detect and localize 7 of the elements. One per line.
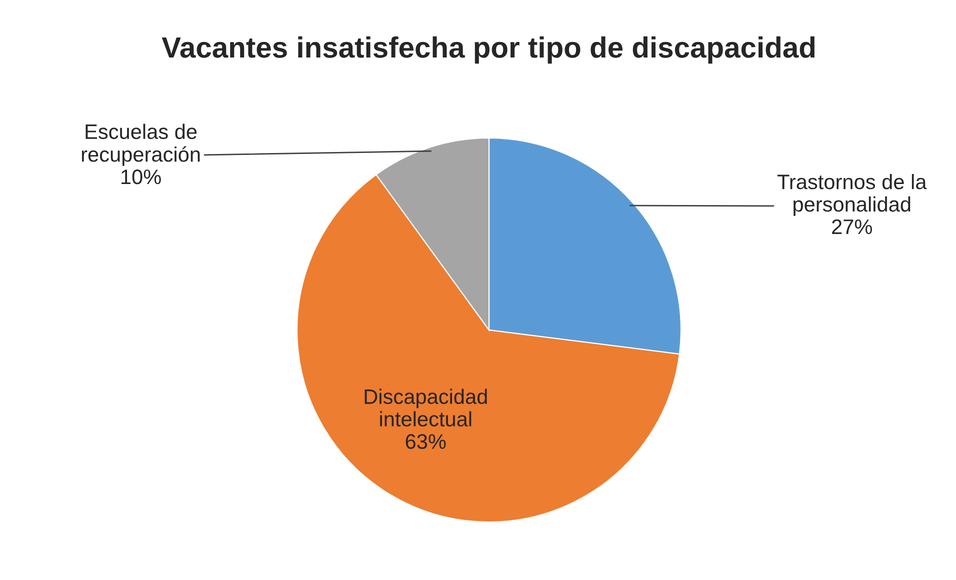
slice-label: Trastornos de la personalidad [777,174,927,216]
chart-title: Vacantes insatisfecha por tipo de discapacidad [162,36,815,64]
slice-label: Discapacidad intelectual [364,388,487,426]
data-label: 10% [122,169,161,184]
data-label: 27% [832,219,872,234]
data-label: 63% [406,434,446,449]
slice-label: Escuelas de recuperación [82,124,200,166]
